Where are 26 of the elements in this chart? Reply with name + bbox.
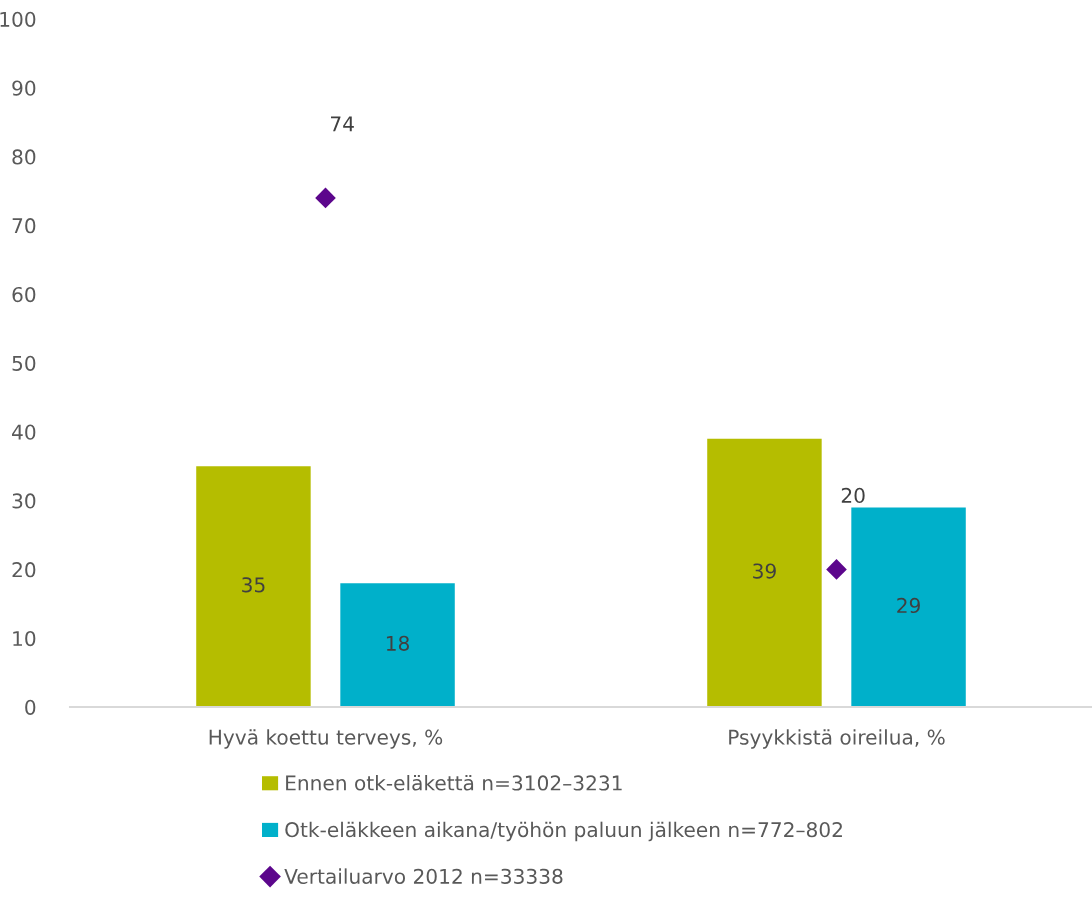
data-label: 29 [897,597,920,614]
legend-label: Ennen otk-eläkettä n=3102–3231 [286,775,622,791]
y-tick-label: 30 [12,493,36,509]
data-label: 74 [331,116,354,132]
y-tick-label: 40 [12,424,36,440]
legend-label: Vertailuarvo 2012 n=33338 [284,868,563,884]
bar [196,466,311,707]
x-tick-label: Psyykkistä oireilua, % [729,729,945,749]
y-tick-label: 60 [12,286,36,303]
y-tick-label: 0 [25,699,36,715]
data-label: 20 [841,487,865,504]
y-tick-label: 10 [13,630,36,647]
y-tick-label: 90 [12,80,36,96]
legend-label: Otk-eläkkeen aikana/työhön paluun jälkeen n=772–802 [285,821,842,842]
data-label: 18 [386,635,409,651]
y-tick-label: 100 [0,11,36,27]
bar [851,507,966,707]
x-tick-label: Hyvä koettu terveys, % [209,729,443,749]
data-label: 39 [753,563,776,579]
bar [340,583,455,707]
y-tick-label: 80 [12,149,36,165]
data-label: 35 [242,577,265,593]
y-tick-label: 50 [12,355,36,371]
y-tick-label: 20 [12,562,36,578]
y-tick-label: 70 [12,218,36,234]
bar [707,438,822,707]
